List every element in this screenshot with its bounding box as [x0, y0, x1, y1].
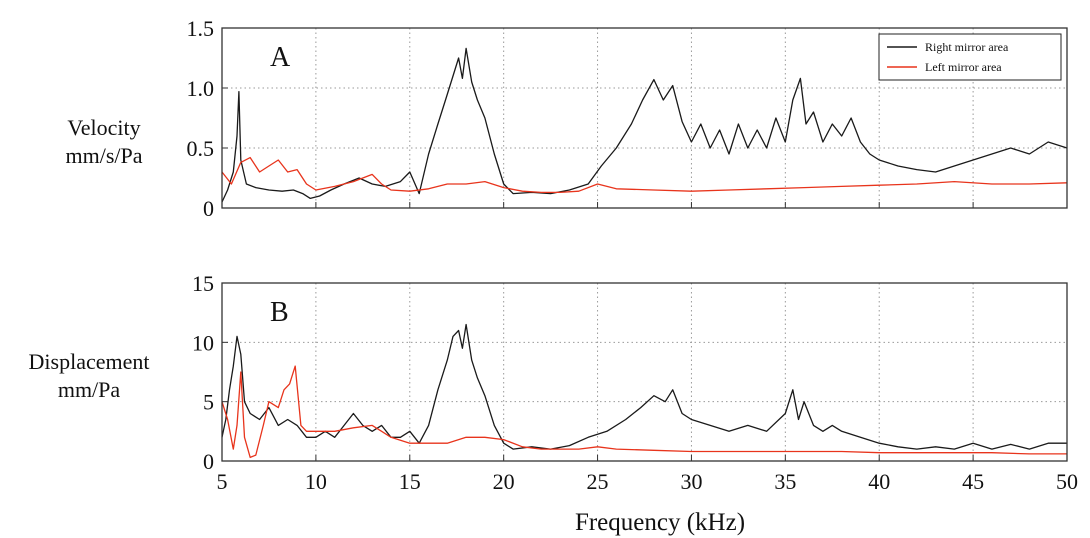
- panel-a-ytick-label: 0: [203, 196, 214, 221]
- panel-b-xtick-label: 5: [217, 469, 228, 494]
- panel-b-xtick-label: 25: [587, 469, 609, 494]
- panel-b-xtick-label: 35: [774, 469, 796, 494]
- legend-box: [878, 33, 1062, 81]
- panel-a-series-right-mirror: [221, 47, 1068, 203]
- panel-a-ylabel: Velocity mm/s/Pa: [44, 114, 164, 170]
- panel-b-series-right-mirror: [221, 323, 1067, 450]
- panel-a-frame: [221, 27, 1068, 209]
- panel-b-series-left-mirror: [221, 365, 1067, 459]
- legend: Right mirror area Left mirror area: [878, 33, 1062, 81]
- panel-b-xtick-label: 20: [493, 469, 515, 494]
- panel-a-series-left-mirror: [221, 156, 1068, 194]
- panel-a-ytick-label: 1.5: [187, 16, 215, 41]
- panel-b-xtick-label: 50: [1056, 469, 1078, 494]
- panel-b-ylabel-line2: mm/Pa: [57, 377, 121, 402]
- panel-b-xtick-label: 30: [680, 469, 702, 494]
- panel-b-xtick-label: 40: [868, 469, 890, 494]
- panel-a-ylabel-line1: Velocity: [67, 115, 141, 140]
- panel-b-frame: [221, 282, 1068, 462]
- panel-b-xtick-label: 10: [305, 469, 327, 494]
- panel-a-letter: A: [270, 42, 291, 73]
- panel-a: 0 0.5 1.0 1.5 A Right mirror area Left mirror …: [187, 16, 1068, 221]
- x-axis-title: Frequency (kHz): [575, 509, 745, 536]
- panel-b-xtick-label: 45: [962, 469, 984, 494]
- panel-b-ytick-label: 10: [192, 330, 214, 355]
- panel-b-ytick-label: 5: [203, 390, 214, 415]
- legend-label-right-mirror: Right mirror area: [925, 40, 1009, 54]
- panel-b-letter: B: [270, 297, 289, 328]
- legend-label-left-mirror: Left mirror area: [925, 60, 1002, 74]
- panel-b-ytick-label: 15: [192, 271, 214, 296]
- panel-a-ytick-label: 0.5: [187, 136, 215, 161]
- panel-a-ylabel-line2: mm/s/Pa: [65, 143, 143, 168]
- panel-b-xtick-label: 15: [399, 469, 421, 494]
- panel-b-ytick-label: 0: [203, 449, 214, 474]
- panel-a-ytick-label: 1.0: [187, 76, 215, 101]
- panel-b-ylabel-line1: Displacement: [28, 349, 150, 374]
- panel-b-ylabel: Displacement mm/Pa: [4, 348, 174, 404]
